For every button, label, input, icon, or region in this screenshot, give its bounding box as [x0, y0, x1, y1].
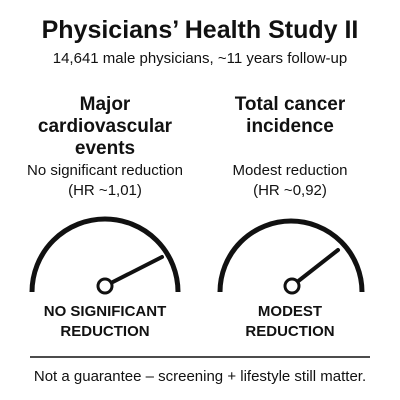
gauge-hub [283, 277, 301, 295]
panel-hr: (HR ~1,01) [68, 182, 142, 199]
gauge-hub [96, 277, 114, 295]
gauge-needle [290, 248, 340, 288]
footer: Not a guarantee – screening + lifestyle … [33, 368, 367, 385]
panel-hr: (HR ~0,92) [253, 182, 327, 199]
gauge-arc [217, 218, 365, 293]
panel-verdict: MODEST REDUCTION [245, 303, 335, 340]
gauge-needle [103, 255, 164, 288]
subtitle: 14,641 male physicians, ~11 years follow… [52, 50, 348, 67]
gauge-arc [29, 216, 181, 293]
title: Physicians’ Health Study II [41, 16, 359, 44]
panel-result: Modest reduction [232, 162, 348, 179]
panel-verdict: NO SIGNIFICANT REDUCTION [43, 303, 167, 340]
panel-heading: Major cardiovascular events [37, 94, 173, 159]
panel-heading: Total cancer incidence [234, 94, 346, 137]
panel-result: No significant reduction [27, 162, 183, 179]
